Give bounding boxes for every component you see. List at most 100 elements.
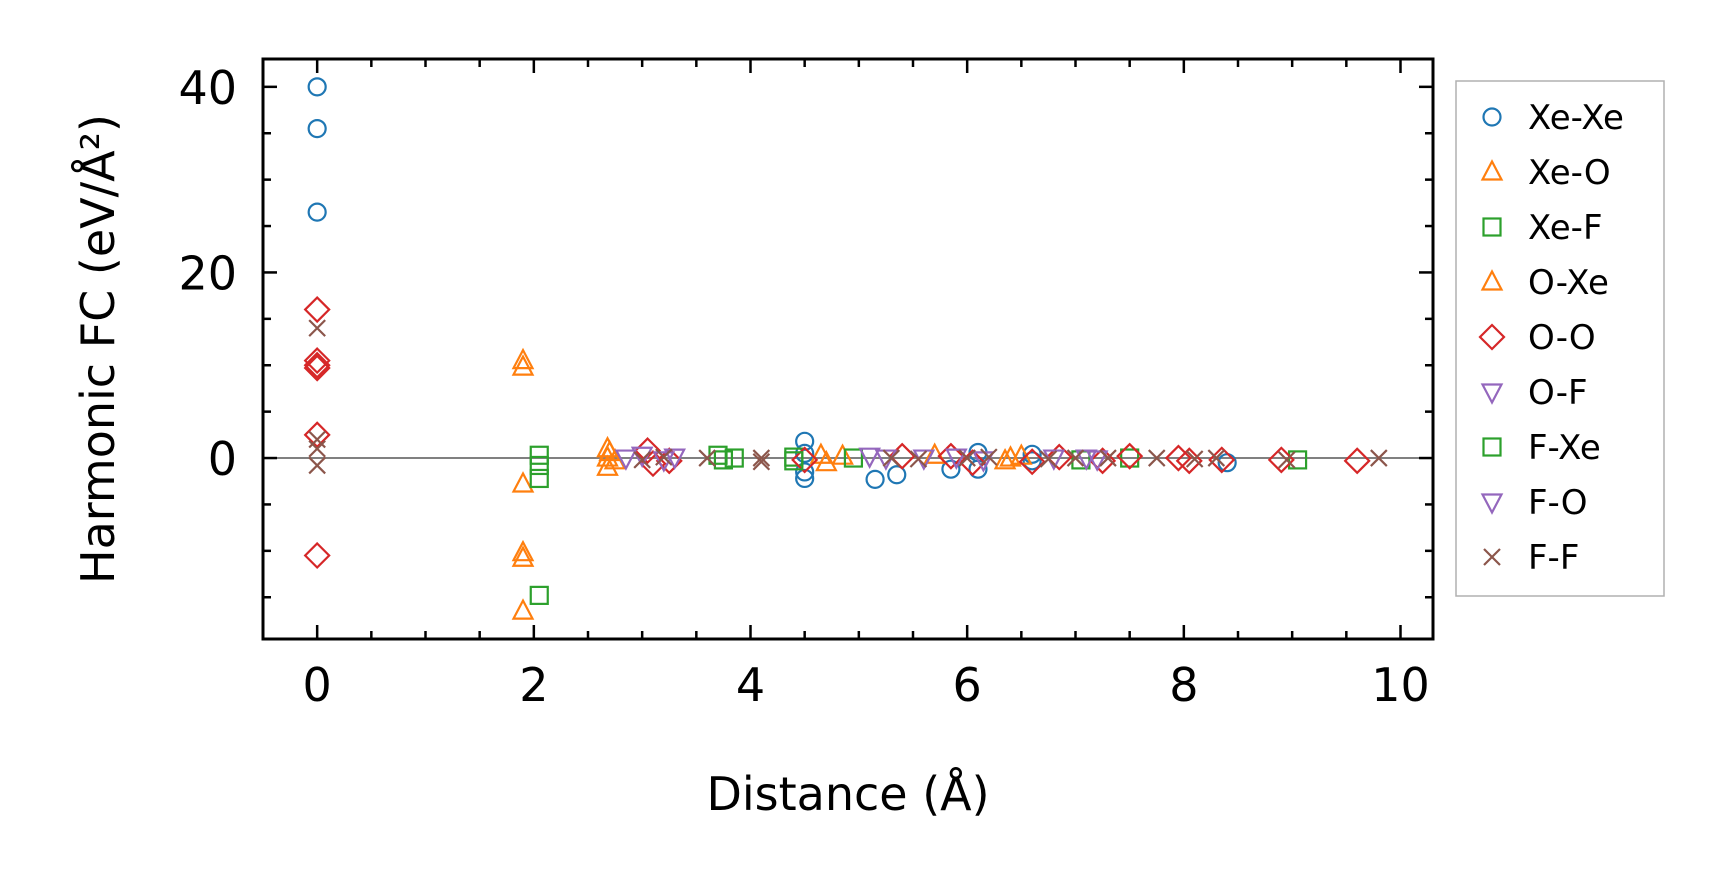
legend-label: O-F bbox=[1528, 373, 1588, 413]
data-point bbox=[937, 442, 965, 470]
data-point bbox=[308, 456, 326, 475]
x-axis-title: Distance (Å) bbox=[706, 767, 989, 821]
data-point bbox=[843, 448, 864, 468]
data-point bbox=[529, 445, 549, 465]
data-point bbox=[980, 448, 998, 466]
legend-marker bbox=[1480, 493, 1504, 515]
legend-label: F-Xe bbox=[1528, 428, 1601, 468]
data-point bbox=[511, 471, 535, 493]
data-point bbox=[882, 449, 901, 467]
plot-frame bbox=[261, 57, 1435, 641]
data-point bbox=[655, 447, 683, 475]
data-point bbox=[909, 450, 928, 468]
data-point bbox=[307, 77, 327, 97]
data-point bbox=[1277, 451, 1296, 469]
legend-marker bbox=[1482, 107, 1502, 127]
data-point bbox=[958, 449, 976, 467]
x-tick-label: 6 bbox=[953, 658, 982, 712]
x-tick-label: 10 bbox=[1371, 658, 1430, 712]
x-tick-label: 4 bbox=[736, 658, 765, 712]
legend-label: Xe-Xe bbox=[1528, 98, 1624, 138]
data-point bbox=[303, 421, 331, 449]
data-point bbox=[630, 446, 654, 469]
data-point bbox=[752, 449, 771, 467]
data-point bbox=[1207, 449, 1226, 467]
data-point bbox=[708, 445, 728, 465]
data-point bbox=[1370, 449, 1388, 467]
data-point bbox=[815, 449, 838, 472]
data-point bbox=[1045, 443, 1073, 471]
data-point bbox=[1120, 448, 1140, 468]
data-point bbox=[511, 354, 535, 376]
data-point bbox=[1039, 450, 1058, 468]
data-point bbox=[529, 585, 549, 605]
data-point bbox=[308, 430, 326, 449]
legend-marker bbox=[1483, 548, 1501, 566]
data-point bbox=[529, 455, 549, 476]
data-point bbox=[1022, 451, 1042, 471]
data-point bbox=[511, 598, 535, 620]
legend-label: F-F bbox=[1528, 538, 1579, 578]
data-point bbox=[303, 354, 331, 382]
legend-label: Xe-F bbox=[1528, 208, 1603, 248]
data-point bbox=[655, 448, 673, 466]
legend-marker bbox=[1480, 159, 1504, 181]
data-point bbox=[1287, 450, 1308, 470]
legend-label: Xe-O bbox=[1528, 153, 1611, 193]
data-point bbox=[1075, 449, 1098, 471]
data-point bbox=[303, 296, 331, 324]
data-point bbox=[1018, 448, 1046, 476]
data-point bbox=[1147, 449, 1166, 467]
data-point bbox=[795, 431, 815, 451]
data-point bbox=[308, 439, 326, 458]
data-point bbox=[713, 450, 734, 470]
data-point bbox=[831, 443, 854, 465]
data-point bbox=[614, 449, 638, 471]
data-point bbox=[752, 452, 771, 471]
data-point bbox=[784, 451, 804, 471]
legend-marker bbox=[1478, 323, 1506, 351]
data-point bbox=[511, 545, 535, 567]
data-point bbox=[887, 465, 907, 485]
data-point bbox=[511, 347, 535, 370]
data-point bbox=[1099, 449, 1117, 467]
legend-marker bbox=[1482, 437, 1502, 457]
legend-marker bbox=[1482, 217, 1502, 237]
data-point bbox=[858, 447, 881, 470]
legend-marker bbox=[1480, 269, 1504, 291]
data-point bbox=[307, 119, 327, 139]
data-point bbox=[511, 539, 535, 562]
legend-marker bbox=[1480, 383, 1504, 405]
data-point bbox=[307, 202, 327, 222]
data-point bbox=[634, 437, 662, 465]
data-point bbox=[724, 448, 744, 468]
data-point bbox=[791, 446, 819, 474]
data-point bbox=[1085, 450, 1109, 472]
data-point bbox=[945, 448, 968, 470]
x-tick-label: 2 bbox=[519, 658, 548, 712]
data-point bbox=[698, 449, 716, 467]
legend-label: O-O bbox=[1528, 318, 1596, 358]
y-tick-label: 0 bbox=[208, 432, 237, 486]
data-point bbox=[1022, 444, 1042, 464]
data-point bbox=[303, 347, 331, 375]
data-point bbox=[941, 459, 961, 479]
y-tick-label: 40 bbox=[178, 61, 237, 115]
data-point bbox=[303, 351, 331, 379]
data-point bbox=[308, 319, 326, 337]
data-point bbox=[923, 442, 946, 464]
data-point bbox=[596, 454, 619, 476]
data-point bbox=[795, 468, 815, 489]
data-point bbox=[1164, 444, 1192, 472]
data-point bbox=[1116, 442, 1144, 470]
data-point bbox=[1343, 447, 1371, 475]
data-point bbox=[999, 445, 1022, 467]
data-point bbox=[795, 462, 815, 482]
y-axis-title: Harmonic FC (eV/Å²) bbox=[71, 114, 125, 584]
data-point bbox=[1185, 450, 1204, 468]
data-point bbox=[959, 449, 987, 477]
legend-label: F-O bbox=[1528, 483, 1588, 523]
data-point bbox=[633, 451, 651, 469]
data-point bbox=[1066, 449, 1085, 467]
